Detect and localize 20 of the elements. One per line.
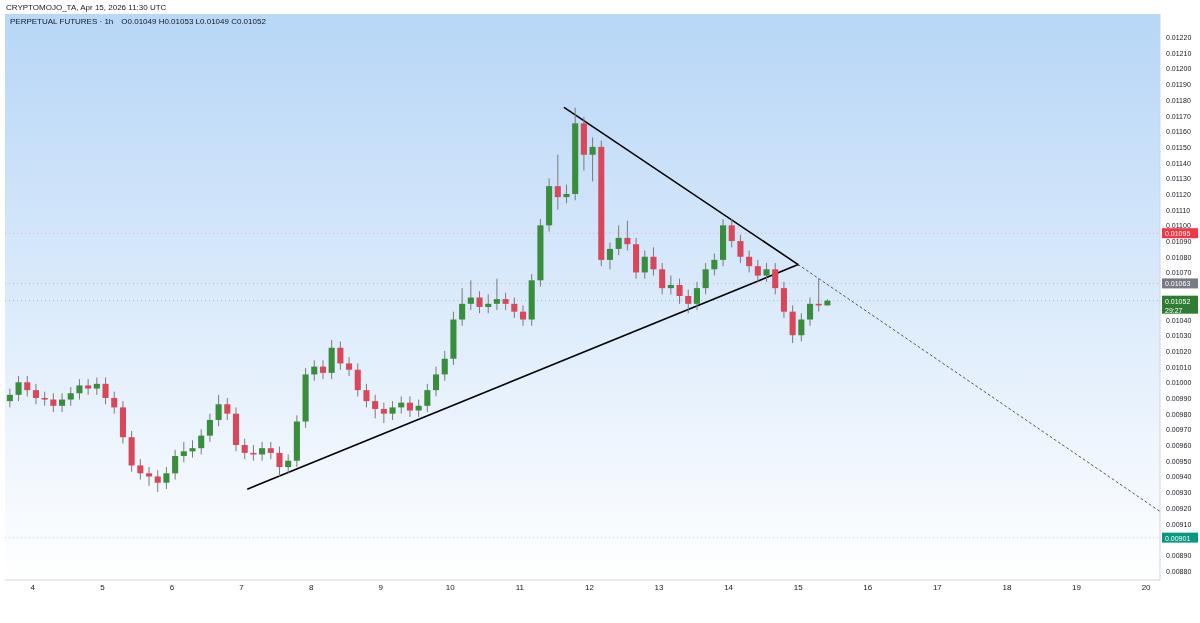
x-tick-label: 13	[654, 583, 665, 592]
x-tick-label: 7	[239, 583, 245, 592]
x-tick-label: 10	[445, 583, 456, 592]
chart-subtitle: O0.01049 H0.01053 L0.01049 C0.01052	[121, 17, 267, 26]
x-tick-label: 5	[100, 583, 106, 592]
x-tick-label: 12	[585, 583, 595, 592]
x-tick-label: 11	[515, 583, 525, 592]
x-tick-label: 20	[1141, 583, 1152, 592]
x-tick-label: 4	[30, 583, 36, 592]
x-tick-label: 18	[1002, 583, 1012, 592]
x-tick-label: 8	[308, 583, 314, 592]
x-tick-label: 17	[932, 583, 943, 592]
x-tick-label: 9	[378, 583, 384, 592]
chart-title: PERPETUAL FUTURES · 1h	[10, 17, 114, 26]
x-tick-label: 19	[1072, 583, 1082, 592]
x-tick-label: 15	[793, 583, 804, 592]
text: CRYPTOMOJO_TA, Apr 15, 2026 11:30 UTC	[6, 3, 167, 12]
x-tick-label: 6	[169, 583, 175, 592]
x-tick-label: 16	[863, 583, 873, 592]
x-tick-label: 14	[724, 583, 734, 592]
